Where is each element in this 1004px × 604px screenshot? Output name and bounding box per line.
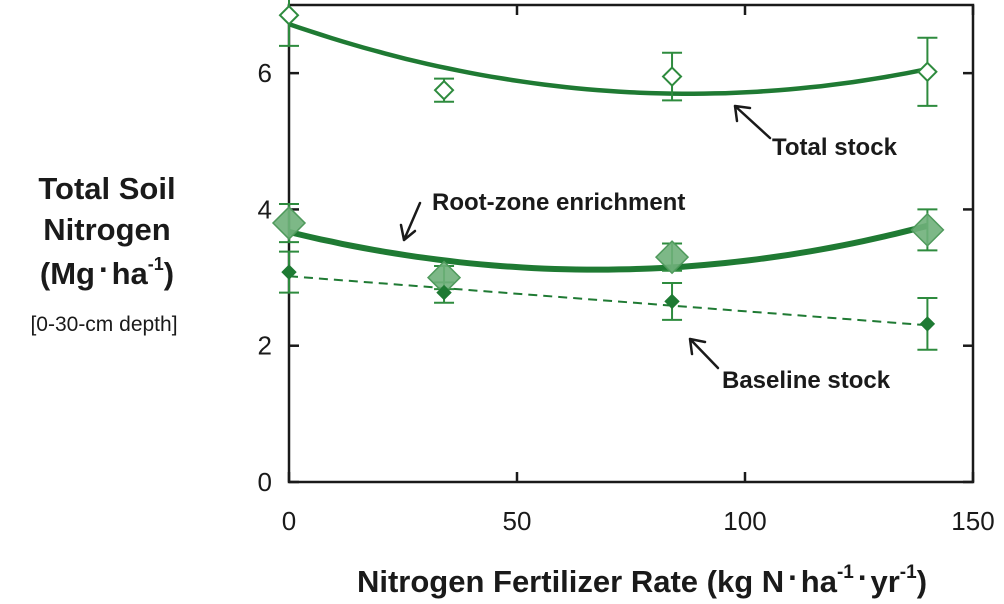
fit-line-total-stock <box>288 21 928 96</box>
fit-line-root-zone-enrichment <box>288 222 929 273</box>
point-total-stock <box>278 4 300 26</box>
point-baseline-stock <box>436 284 452 301</box>
x-tick-label: 0 <box>282 506 296 536</box>
point-baseline-stock <box>281 264 297 280</box>
y-unit-close: ) <box>164 256 174 291</box>
x-title-main: Nitrogen Fertilizer Rate (kg N <box>357 564 784 599</box>
x-tick-label: 50 <box>503 506 532 536</box>
y-axis-title-line2: Nitrogen <box>43 212 170 247</box>
point-root-zone-enrichment <box>654 240 690 275</box>
y-axis-title-unit: (Mg. ha-1) <box>40 244 174 291</box>
annotation-arrows <box>399 104 772 370</box>
x-title-yr: yr <box>870 564 899 599</box>
y-unit-ha: ha <box>112 256 149 291</box>
annotation-total-stock: Total stock <box>772 134 898 161</box>
plot-frame <box>287 3 975 484</box>
x-title-dot1: . <box>788 552 797 587</box>
y-unit-open: (Mg <box>40 256 95 291</box>
annotation-baseline: Baseline stock <box>722 367 891 394</box>
x-title-ha: ha <box>801 564 838 599</box>
fit-line-baseline-stock <box>288 275 928 327</box>
x-axis-title: Nitrogen Fertilizer Rate (kg N. ha-1. yr-1… <box>357 552 927 599</box>
arrow-root-zone <box>399 201 422 242</box>
markers <box>271 4 945 332</box>
point-root-zone-enrichment <box>271 205 307 241</box>
arrow-total-stock <box>733 104 772 140</box>
x-tick-label: 100 <box>723 506 766 536</box>
ticks: 0 50 100 150 0 2 4 6 <box>258 5 995 536</box>
y-unit-exp: -1 <box>148 254 164 274</box>
point-total-stock <box>433 79 455 101</box>
point-total-stock <box>661 66 683 87</box>
y-axis-subtitle: [0-30-cm depth] <box>30 313 177 336</box>
x-title-close: ) <box>917 564 927 599</box>
x-title-exp2: -1 <box>900 562 917 583</box>
point-root-zone-enrichment <box>910 212 945 247</box>
fit-lines <box>288 21 929 327</box>
x-tick-label: 150 <box>951 506 994 536</box>
y-tick-label: 6 <box>258 58 272 88</box>
y-tick-label: 4 <box>258 194 272 224</box>
point-total-stock <box>916 61 938 83</box>
point-baseline-stock <box>919 316 936 332</box>
y-tick-label: 0 <box>258 467 272 497</box>
y-unit-dot: . <box>99 244 108 279</box>
y-tick-label: 2 <box>258 331 272 361</box>
arrow-baseline <box>688 337 720 370</box>
x-title-dot2: . <box>858 552 867 587</box>
x-title-exp1: -1 <box>837 562 854 583</box>
y-axis-title-line1: Total Soil <box>38 171 175 206</box>
point-baseline-stock <box>664 293 680 310</box>
annotation-root-zone: Root-zone enrichment <box>432 189 685 216</box>
